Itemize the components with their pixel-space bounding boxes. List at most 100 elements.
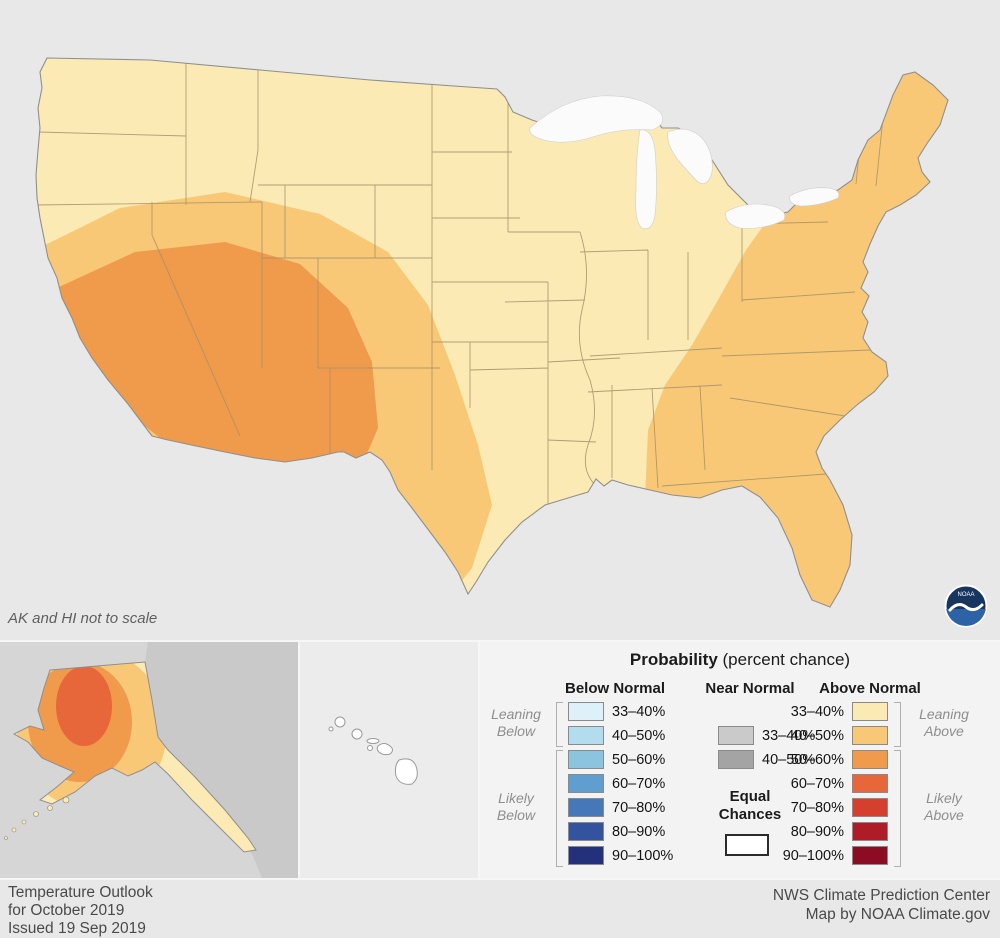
- below-normal-header: Below Normal: [564, 680, 666, 697]
- state-borders: [36, 58, 885, 505]
- island-molokai: [366, 738, 380, 744]
- legend-row: 33–40%: [780, 702, 888, 721]
- below-swatch-33-40: [568, 702, 604, 721]
- legend-row: 60–70%: [780, 774, 888, 793]
- above-range-label: 80–90%: [790, 823, 844, 840]
- legend-row: 33–40%: [718, 726, 815, 745]
- legend-row: 90–100%: [780, 846, 888, 865]
- alaska-map: [0, 642, 298, 878]
- legend-row: 90–100%: [568, 846, 673, 865]
- leaning-below-label: Leaning Below: [491, 706, 541, 739]
- legend-title-bold: Probability: [629, 650, 718, 669]
- lake-huron: [667, 128, 713, 184]
- near-normal-rows: 33–40% 40–50%: [718, 726, 815, 774]
- bracket-leaning-below: [556, 702, 563, 747]
- legend-row: 40–50%: [780, 726, 888, 745]
- legend-title: Probability (percent chance): [480, 650, 1000, 670]
- above-swatch-70-80: [852, 798, 888, 817]
- above-swatch-33-40: [852, 702, 888, 721]
- hawaii-islands: [328, 716, 418, 785]
- alaska-outline: [12, 661, 257, 853]
- above-range-label: 70–80%: [790, 799, 844, 816]
- lake-ontario: [789, 187, 840, 207]
- noaa-logo: NOAA: [944, 584, 988, 628]
- footer-source: NWS Climate Prediction Center: [772, 887, 990, 904]
- below-swatch-70-80: [568, 798, 604, 817]
- equal-chances-swatch: [725, 834, 769, 856]
- great-lakes: [529, 95, 840, 229]
- footer-period: for October 2019: [8, 902, 125, 919]
- above-swatch-90-100: [852, 846, 888, 865]
- conus-map: [35, 57, 949, 608]
- ak-region-60-70: [56, 666, 112, 746]
- bracket-likely-above: [894, 750, 901, 867]
- below-swatch-80-90: [568, 822, 604, 841]
- alaska-inset: [0, 640, 300, 878]
- legend-title-suffix: (percent chance): [717, 650, 851, 669]
- below-swatch-50-60: [568, 750, 604, 769]
- noaa-logo-text: NOAA: [957, 592, 974, 598]
- region-above-50-60-southwest: [48, 242, 378, 478]
- hawaii-map: [328, 716, 418, 785]
- island-maui: [376, 743, 393, 756]
- island-niihau: [328, 726, 334, 732]
- below-range-label: 40–50%: [612, 727, 666, 744]
- below-swatch-60-70: [568, 774, 604, 793]
- footer-credit: Map by NOAA Climate.gov: [805, 906, 990, 923]
- below-range-label: 33–40%: [612, 703, 666, 720]
- near-range-label: 33–40%: [762, 727, 816, 744]
- island-kauai: [334, 716, 346, 728]
- us-fill-regions: [36, 58, 948, 607]
- legend-panel: Probability (percent chance) Below Norma…: [480, 640, 1000, 878]
- above-swatch-60-70: [852, 774, 888, 793]
- leaning-above-label: Leaning Above: [919, 706, 969, 739]
- bracket-leaning-above: [894, 702, 901, 747]
- above-range-label: 33–40%: [790, 703, 844, 720]
- above-range-label: 60–70%: [790, 775, 844, 792]
- us-outline: [35, 57, 949, 608]
- near-swatch-33-40: [718, 726, 754, 745]
- lake-superior: [529, 95, 663, 143]
- near-range-label: 40–50%: [762, 751, 816, 768]
- lake-michigan: [635, 129, 657, 229]
- footer-left: Temperature Outlook for October 2019 Iss…: [8, 884, 153, 938]
- noaa-gull-icon: [948, 603, 984, 612]
- island-lanai: [367, 745, 373, 751]
- below-normal-rows: 33–40% 40–50% 50–60% 60–70% 70–80% 80–90…: [568, 702, 673, 870]
- below-range-label: 50–60%: [612, 751, 666, 768]
- above-normal-header: Above Normal: [819, 680, 921, 697]
- below-swatch-90-100: [568, 846, 604, 865]
- footer-issued: Issued 19 Sep 2019: [8, 920, 146, 937]
- scale-note: AK and HI not to scale: [8, 610, 158, 627]
- hawaii-inset: [300, 640, 480, 878]
- above-swatch-80-90: [852, 822, 888, 841]
- likely-above-label: Likely Above: [924, 790, 964, 823]
- legend-row: 80–90%: [780, 822, 888, 841]
- legend-row: 60–70%: [568, 774, 673, 793]
- legend-row: 70–80%: [568, 798, 673, 817]
- above-normal-rows: 33–40% 40–50% 50–60% 60–70% 70–80% 80–90…: [780, 702, 888, 870]
- aleutian-islands: [4, 796, 70, 840]
- equal-chances-label: Equal Chances: [718, 788, 782, 823]
- footer: Temperature Outlook for October 2019 Iss…: [0, 878, 1000, 938]
- noaa-logo-sea: [946, 609, 986, 626]
- below-range-label: 90–100%: [612, 847, 674, 864]
- legend-row: 50–60%: [780, 750, 888, 769]
- legend-row: 40–50%: [568, 726, 673, 745]
- footer-title: Temperature Outlook: [8, 884, 153, 901]
- legend-row: 80–90%: [568, 822, 673, 841]
- likely-below-label: Likely Below: [496, 790, 536, 823]
- legend-row: 40–50%: [718, 750, 815, 769]
- above-swatch-40-50: [852, 726, 888, 745]
- island-oahu: [351, 728, 363, 740]
- alaska-foreign-land: [145, 642, 298, 878]
- bracket-likely-below: [556, 750, 563, 867]
- above-range-label: 50–60%: [790, 751, 844, 768]
- below-range-label: 80–90%: [612, 823, 666, 840]
- island-hawaii: [394, 758, 418, 785]
- above-range-label: 40–50%: [790, 727, 844, 744]
- above-range-label: 90–100%: [782, 847, 844, 864]
- legend-row: 33–40%: [568, 702, 673, 721]
- above-swatch-50-60: [852, 750, 888, 769]
